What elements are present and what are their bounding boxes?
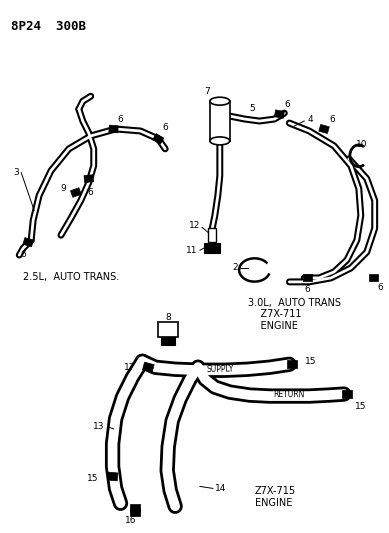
Text: 10: 10: [356, 140, 367, 149]
Bar: [84, 175, 93, 182]
Text: 15: 15: [305, 357, 317, 366]
Bar: [369, 274, 378, 281]
Text: 9: 9: [60, 184, 66, 193]
Text: 6: 6: [304, 285, 310, 294]
Text: 6: 6: [378, 284, 384, 292]
Bar: [158, 321, 178, 337]
Text: 15: 15: [355, 402, 366, 411]
Bar: [210, 101, 230, 141]
Text: Z7X-715
ENGINE: Z7X-715 ENGINE: [254, 487, 296, 508]
Text: 7: 7: [204, 87, 210, 96]
Bar: [274, 110, 284, 118]
Text: 2.5L,  AUTO TRANS.: 2.5L, AUTO TRANS.: [23, 272, 119, 282]
Text: 8P24  300B: 8P24 300B: [11, 20, 86, 33]
Bar: [109, 125, 118, 133]
Bar: [208, 228, 216, 242]
Bar: [130, 508, 140, 516]
Text: SUPPLY: SUPPLY: [206, 365, 233, 374]
Text: 6: 6: [162, 124, 168, 133]
Bar: [23, 238, 33, 247]
Text: 11: 11: [186, 246, 197, 255]
Bar: [107, 472, 118, 481]
Text: 3.0L,  AUTO TRANS
    Z7X-711
    ENGINE: 3.0L, AUTO TRANS Z7X-711 ENGINE: [248, 298, 341, 331]
Bar: [152, 134, 164, 144]
Bar: [142, 362, 154, 373]
Text: 15: 15: [87, 474, 99, 483]
Text: 17: 17: [124, 363, 135, 372]
Text: 6: 6: [117, 115, 123, 124]
Bar: [161, 337, 175, 345]
Bar: [342, 390, 352, 398]
Text: 6: 6: [284, 100, 290, 109]
Text: 3: 3: [14, 168, 19, 177]
Bar: [319, 125, 329, 133]
Bar: [287, 360, 297, 368]
Bar: [303, 274, 312, 281]
Ellipse shape: [210, 97, 230, 105]
Text: 8: 8: [165, 313, 171, 322]
Bar: [130, 504, 140, 512]
Text: 6: 6: [88, 188, 94, 197]
Bar: [204, 243, 220, 253]
Text: 6: 6: [329, 115, 335, 124]
Text: 6: 6: [20, 249, 26, 259]
Text: 13: 13: [93, 422, 105, 431]
Ellipse shape: [210, 137, 230, 145]
Text: 4: 4: [307, 115, 313, 124]
Text: 5: 5: [250, 103, 256, 112]
Text: 14: 14: [215, 484, 226, 493]
Text: 16: 16: [125, 515, 136, 524]
Text: RETURN: RETURN: [273, 391, 305, 400]
Text: 2: 2: [232, 263, 238, 272]
Text: 12: 12: [189, 221, 200, 230]
Bar: [70, 188, 81, 197]
